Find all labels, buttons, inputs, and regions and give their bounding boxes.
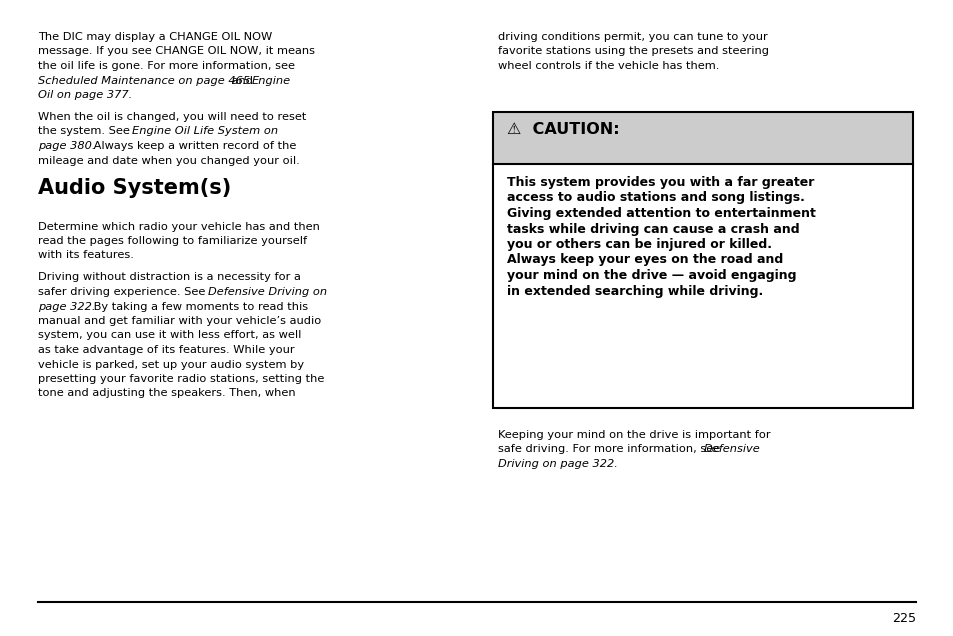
Text: Giving extended attention to entertainment: Giving extended attention to entertainme… xyxy=(506,207,815,220)
Text: Determine which radio your vehicle has and then: Determine which radio your vehicle has a… xyxy=(38,221,319,232)
Text: ⚠  CAUTION:: ⚠ CAUTION: xyxy=(506,122,619,137)
Text: you or others can be injured or killed.: you or others can be injured or killed. xyxy=(506,238,771,251)
Text: Scheduled Maintenance on page 465: Scheduled Maintenance on page 465 xyxy=(38,76,250,85)
Text: wheel controls if the vehicle has them.: wheel controls if the vehicle has them. xyxy=(497,61,719,71)
Bar xyxy=(493,112,912,408)
Text: Always keep a written record of the: Always keep a written record of the xyxy=(90,141,296,151)
Text: presetting your favorite radio stations, setting the: presetting your favorite radio stations,… xyxy=(38,374,324,384)
Text: Driving without distraction is a necessity for a: Driving without distraction is a necessi… xyxy=(38,272,300,282)
Text: manual and get familiar with your vehicle’s audio: manual and get familiar with your vehicl… xyxy=(38,316,321,326)
Text: your mind on the drive — avoid engaging: your mind on the drive — avoid engaging xyxy=(506,269,796,282)
Text: safe driving. For more information, see: safe driving. For more information, see xyxy=(497,445,723,455)
Text: Engine Oil Life System on: Engine Oil Life System on xyxy=(132,127,278,137)
Text: By taking a few moments to read this: By taking a few moments to read this xyxy=(90,301,308,312)
Text: The DIC may display a CHANGE OIL NOW: The DIC may display a CHANGE OIL NOW xyxy=(38,32,272,42)
Text: vehicle is parked, set up your audio system by: vehicle is parked, set up your audio sys… xyxy=(38,359,304,370)
Text: 225: 225 xyxy=(891,612,915,625)
Text: message. If you see CHANGE OIL NOW, it means: message. If you see CHANGE OIL NOW, it m… xyxy=(38,46,314,57)
Text: mileage and date when you changed your oil.: mileage and date when you changed your o… xyxy=(38,155,299,165)
Text: safer driving experience. See: safer driving experience. See xyxy=(38,287,209,297)
Text: access to audio stations and song listings.: access to audio stations and song listin… xyxy=(506,191,804,205)
Text: Oil on page 377.: Oil on page 377. xyxy=(38,90,132,100)
Text: page 322.: page 322. xyxy=(38,301,95,312)
Text: Engine: Engine xyxy=(252,76,291,85)
Text: page 380.: page 380. xyxy=(38,141,95,151)
Text: driving conditions permit, you can tune to your: driving conditions permit, you can tune … xyxy=(497,32,767,42)
Text: in extended searching while driving.: in extended searching while driving. xyxy=(506,284,762,298)
Bar xyxy=(493,112,912,164)
Text: the system. See: the system. See xyxy=(38,127,133,137)
Text: Defensive Driving on: Defensive Driving on xyxy=(208,287,327,297)
Text: Audio System(s): Audio System(s) xyxy=(38,177,231,198)
Text: This system provides you with a far greater: This system provides you with a far grea… xyxy=(506,176,814,189)
Text: Keeping your mind on the drive is important for: Keeping your mind on the drive is import… xyxy=(497,430,770,440)
Text: with its features.: with its features. xyxy=(38,251,133,261)
Text: tasks while driving can cause a crash and: tasks while driving can cause a crash an… xyxy=(506,223,799,235)
Text: When the oil is changed, you will need to reset: When the oil is changed, you will need t… xyxy=(38,112,306,122)
Text: Driving on page 322.: Driving on page 322. xyxy=(497,459,618,469)
Text: as take advantage of its features. While your: as take advantage of its features. While… xyxy=(38,345,294,355)
Text: and: and xyxy=(228,76,256,85)
Text: system, you can use it with less effort, as well: system, you can use it with less effort,… xyxy=(38,331,301,340)
Bar xyxy=(493,164,912,408)
Text: tone and adjusting the speakers. Then, when: tone and adjusting the speakers. Then, w… xyxy=(38,389,295,399)
Text: Defensive: Defensive xyxy=(703,445,760,455)
Text: the oil life is gone. For more information, see: the oil life is gone. For more informati… xyxy=(38,61,294,71)
Text: read the pages following to familiarize yourself: read the pages following to familiarize … xyxy=(38,236,307,246)
Text: Always keep your eyes on the road and: Always keep your eyes on the road and xyxy=(506,254,782,266)
Text: favorite stations using the presets and steering: favorite stations using the presets and … xyxy=(497,46,768,57)
